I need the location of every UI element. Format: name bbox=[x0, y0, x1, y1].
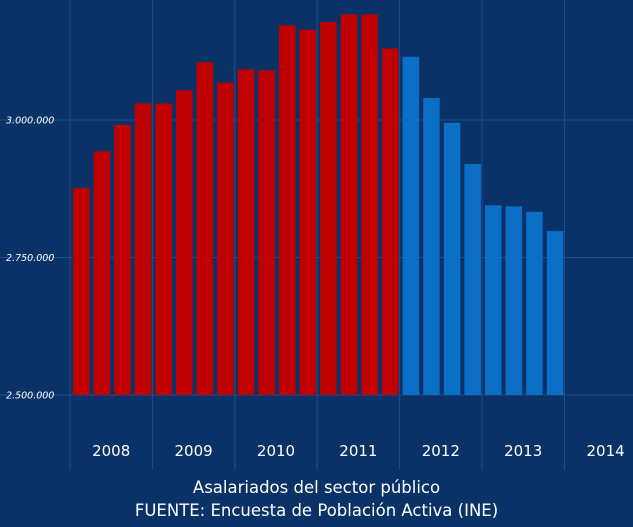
bar-2008-T2 bbox=[93, 151, 111, 395]
x-axis-year-labels: 2008 2009 2010 2011 2012 2013 2014 bbox=[92, 442, 625, 460]
y-tick-label: 2.500.000 bbox=[6, 391, 54, 402]
bar-2011-T2 bbox=[340, 14, 358, 396]
bar-2008-T3 bbox=[114, 124, 131, 395]
bar-2010-T3 bbox=[279, 25, 296, 396]
bar-2009-T2 bbox=[176, 90, 193, 396]
bar-2009-T1 bbox=[155, 103, 172, 395]
y-tick-label: 3.000.000 bbox=[6, 116, 54, 127]
x-year-label: 2008 bbox=[92, 442, 130, 460]
chart-caption-title: Asalariados del sector público bbox=[192, 478, 441, 497]
y-axis-tick-labels: 2.500.000 2.750.000 3.000.000 bbox=[6, 116, 54, 402]
bar-2008-T1 bbox=[73, 188, 90, 395]
bar-2012-T1 bbox=[402, 56, 420, 395]
bar-2011-T1 bbox=[320, 22, 337, 395]
bar-2013-T4 bbox=[546, 231, 564, 395]
y-tick-label: 2.750.000 bbox=[6, 253, 54, 264]
x-year-label: 2012 bbox=[422, 442, 460, 460]
x-year-label: 2010 bbox=[257, 442, 295, 460]
bar-2011-T4 bbox=[382, 48, 399, 395]
bar-2013-T1 bbox=[485, 205, 502, 395]
bar-2009-T4 bbox=[217, 82, 234, 395]
bar-2012-T4 bbox=[464, 164, 481, 395]
bar-2012-T3 bbox=[443, 122, 461, 395]
x-year-label: 2009 bbox=[175, 442, 213, 460]
bar-2009-T3 bbox=[196, 62, 214, 395]
bars-layer bbox=[73, 14, 564, 396]
bar-2012-T2 bbox=[423, 98, 440, 395]
x-year-label: 2014 bbox=[587, 442, 625, 460]
bar-2013-T3 bbox=[526, 211, 543, 395]
chart-caption-source: FUENTE: Encuesta de Población Activa (IN… bbox=[134, 501, 499, 520]
x-year-label: 2011 bbox=[339, 442, 377, 460]
bar-2010-T2 bbox=[258, 70, 275, 395]
bar-2013-T2 bbox=[505, 206, 523, 395]
bar-2010-T4 bbox=[299, 29, 317, 396]
bar-2011-T3 bbox=[361, 14, 378, 396]
bar-2008-T4 bbox=[134, 103, 152, 395]
x-year-label: 2013 bbox=[504, 442, 542, 460]
bar-2010-T1 bbox=[237, 69, 255, 396]
